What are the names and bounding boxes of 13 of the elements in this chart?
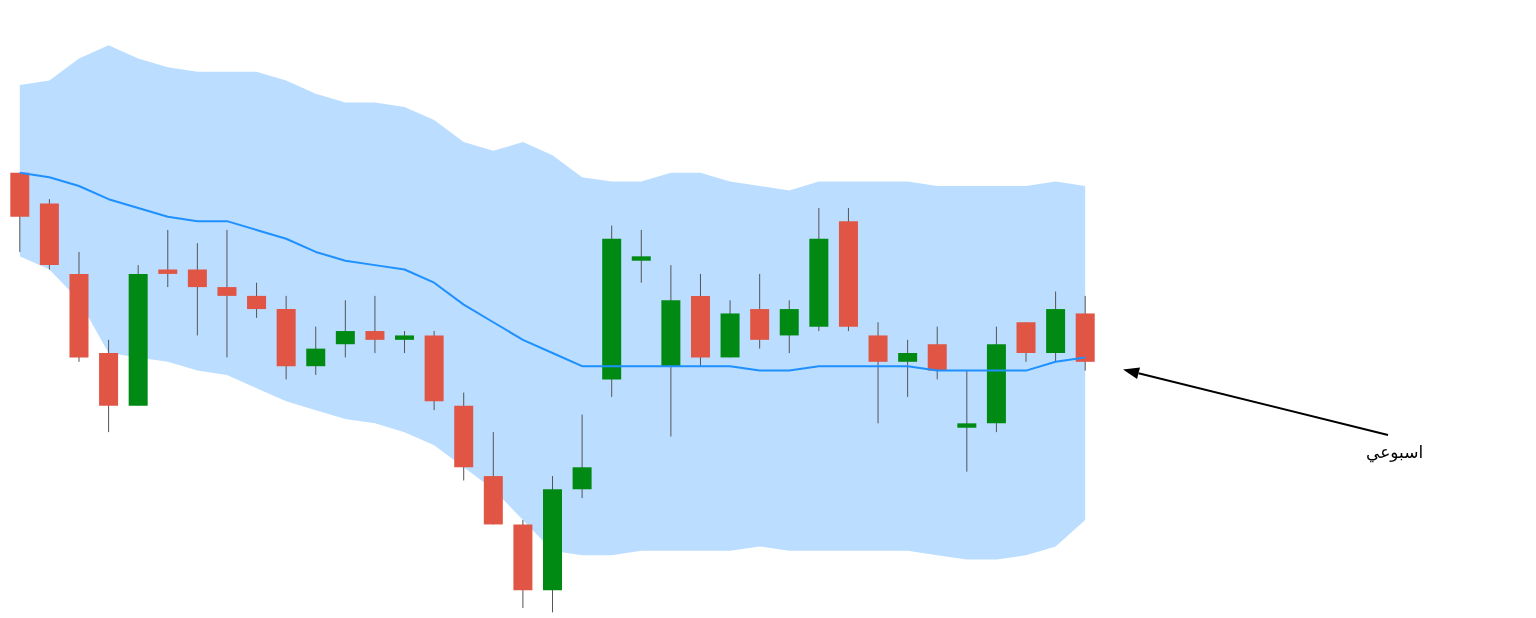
candlestick: [957, 370, 977, 473]
candlestick: [572, 414, 592, 499]
candlestick: [395, 330, 415, 354]
candlestick: [365, 295, 385, 354]
candlestick: [217, 229, 237, 358]
candlestick: [187, 242, 207, 336]
candlestick: [335, 299, 355, 358]
candlestick: [306, 326, 326, 376]
candlestick: [158, 229, 178, 288]
candlestick: [631, 229, 651, 284]
text: اسبوعي: [1366, 442, 1424, 462]
candlestick: [898, 339, 918, 398]
candlestick: [247, 282, 267, 319]
